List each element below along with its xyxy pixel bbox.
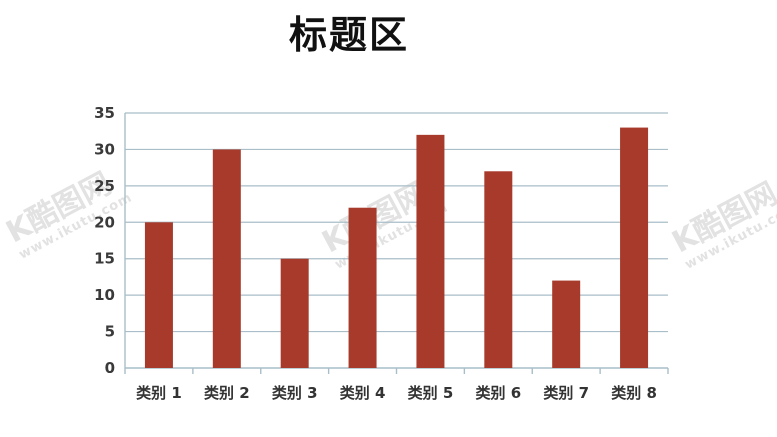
x-tick-label: 类别 7 <box>543 384 589 402</box>
x-tick-layer: 类别 1 类别 2 类别 3 类别 4 类别 5 类别 6 类别 7 类别 8 <box>136 384 657 402</box>
y-tick-label: 0 <box>105 359 115 377</box>
y-tick-label: 15 <box>94 250 115 268</box>
x-tick-label: 类别 2 <box>204 384 250 402</box>
x-tick-label: 类别 5 <box>408 384 454 402</box>
bar <box>144 222 173 368</box>
y-tick-layer: 0 5 10 15 20 25 30 35 <box>94 104 115 377</box>
x-tick-label: 类别 1 <box>136 384 182 402</box>
bar <box>280 258 309 368</box>
y-tick-label: 25 <box>94 177 115 195</box>
chart-title: 标题区 <box>288 13 409 57</box>
x-tick-label: 类别 4 <box>340 384 386 402</box>
y-tick-label: 30 <box>94 140 115 158</box>
bar <box>212 149 241 368</box>
bar <box>484 171 513 368</box>
grid-layer <box>124 112 669 374</box>
bar <box>620 127 649 368</box>
bar <box>416 134 445 368</box>
bar <box>552 280 581 368</box>
x-tick-label: 类别 6 <box>475 384 521 402</box>
x-tick-label: 类别 8 <box>611 384 657 402</box>
y-tick-label: 35 <box>94 104 115 122</box>
y-tick-label: 5 <box>105 323 115 341</box>
bar-layer <box>144 127 649 368</box>
y-tick-label: 20 <box>94 213 115 231</box>
x-tick-label: 类别 3 <box>272 384 318 402</box>
y-tick-label: 10 <box>94 286 115 304</box>
bar <box>348 207 377 368</box>
